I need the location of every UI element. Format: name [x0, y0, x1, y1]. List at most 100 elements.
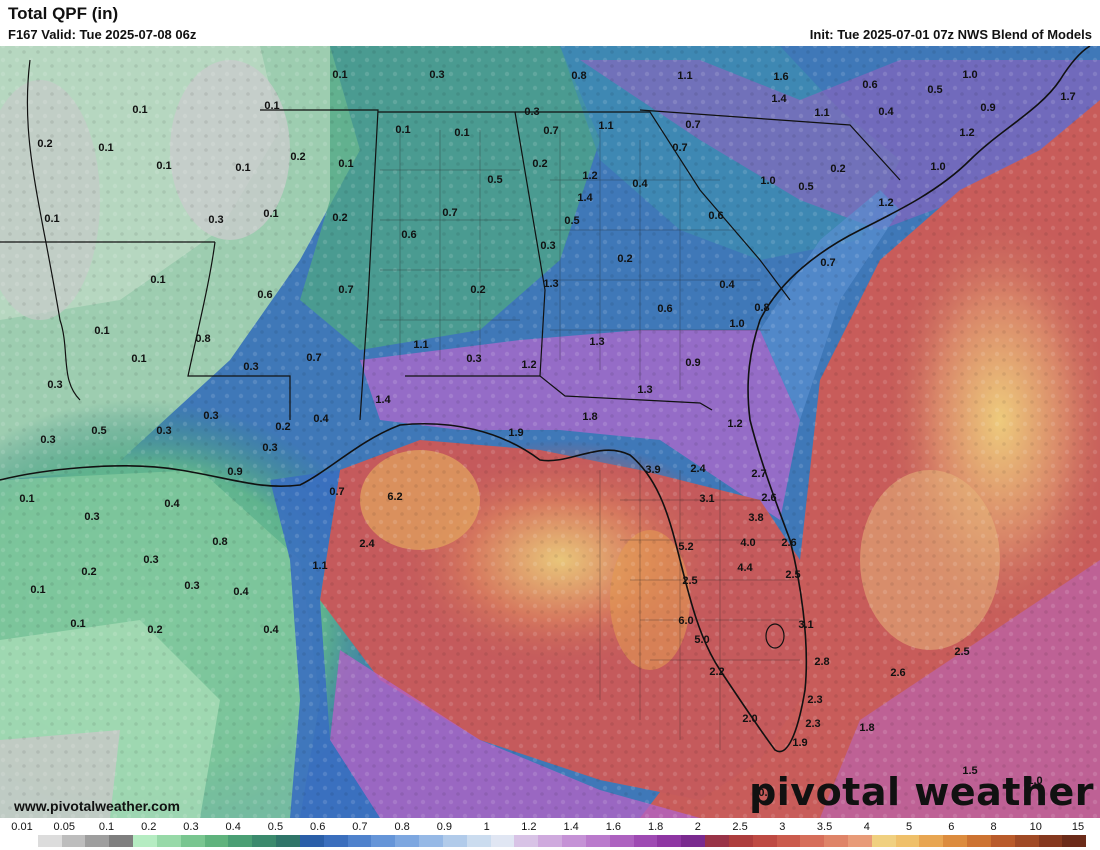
legend-swatch — [347, 835, 372, 847]
qpf-label: 1.2 — [959, 127, 974, 139]
qpf-label: 2.6 — [890, 667, 905, 679]
qpf-label: 0.2 — [332, 212, 347, 224]
qpf-label: 2.3 — [805, 718, 820, 730]
qpf-label: 0.8 — [754, 302, 769, 314]
qpf-label: 0.4 — [719, 279, 735, 291]
legend-color-bar — [14, 835, 1087, 847]
legend-swatch — [156, 835, 181, 847]
qpf-label: 1.3 — [589, 336, 604, 348]
qpf-label: 0.1 — [156, 160, 171, 172]
qpf-label: 2.4 — [690, 463, 706, 475]
legend-swatch — [609, 835, 634, 847]
qpf-label: 0.9 — [227, 466, 242, 478]
legend-label: 0.8 — [394, 821, 410, 833]
qpf-label: 1.2 — [582, 170, 597, 182]
legend-label: 10 — [1029, 821, 1042, 833]
qpf-label: 0.8 — [195, 333, 210, 345]
qpf-label: 3.1 — [699, 493, 714, 505]
legend-label: 1.4 — [563, 821, 579, 833]
qpf-label: 0.5 — [487, 174, 502, 186]
qpf-label: 0.8 — [212, 536, 227, 548]
qpf-label: 0.3 — [84, 511, 99, 523]
precipitation-map[interactable]: 0.1 0.3 0.8 1.1 1.6 0.6 1.0 0.1 0.1 1.4 0.5 1.7 0.4 1… — [0, 46, 1100, 818]
qpf-label: 0.3 — [47, 379, 62, 391]
qpf-label: 0.2 — [290, 151, 305, 163]
qpf-label: 1.1 — [677, 70, 692, 82]
qpf-label: 2.6 — [781, 537, 796, 549]
legend-swatch — [490, 835, 515, 847]
qpf-label: 2.3 — [807, 694, 822, 706]
qpf-label: 1.2 — [521, 359, 536, 371]
qpf-label: 1.0 — [930, 161, 945, 173]
qpf-label: 0.2 — [532, 158, 547, 170]
qpf-label: 1.3 — [543, 278, 558, 290]
qpf-label: 1.0 — [760, 175, 775, 187]
qpf-label: 0.1 — [19, 493, 34, 505]
legend-label: 15 — [1071, 821, 1085, 833]
qpf-label: 0.1 — [30, 584, 45, 596]
legend-swatch — [681, 835, 706, 847]
website-url: www.pivotalweather.com — [14, 798, 180, 814]
legend-swatch — [276, 835, 300, 847]
legend-swatch — [228, 835, 253, 847]
qpf-label: 0.1 — [98, 142, 113, 154]
qpf-label: 0.1 — [132, 104, 147, 116]
qpf-label: 3.9 — [645, 464, 660, 476]
legend-swatch — [37, 835, 62, 847]
qpf-label: 1.1 — [598, 120, 613, 132]
legend-swatch — [847, 835, 872, 847]
legend-swatch — [252, 835, 277, 847]
qpf-label: 0.6 — [758, 787, 773, 799]
legend-swatch — [919, 835, 944, 847]
qpf-label: 0.2 — [617, 253, 632, 265]
qpf-label: 1.3 — [637, 384, 652, 396]
qpf-label: 5.0 — [694, 634, 709, 646]
qpf-label: 6.2 — [387, 491, 402, 503]
qpf-label: 0.4 — [164, 498, 180, 510]
valid-time: F167 Valid: Tue 2025-07-08 06z — [8, 27, 197, 42]
legend-swatch — [967, 835, 991, 847]
qpf-label: 0.5 — [927, 84, 942, 96]
qpf-label: 0.1 — [150, 274, 165, 286]
qpf-value-labels: 0.1 0.3 0.8 1.1 1.6 0.6 1.0 0.1 0.1 1.4 0.5 1.7 0.4 1… — [19, 69, 1075, 799]
qpf-label: 0.7 — [543, 125, 558, 137]
qpf-label: 0.4 — [263, 624, 279, 636]
legend-label: 4 — [863, 821, 870, 833]
qpf-label: 2.7 — [751, 468, 766, 480]
legend-label: 0.1 — [98, 821, 115, 833]
legend-swatch — [800, 835, 825, 847]
qpf-label: 0.7 — [306, 352, 321, 364]
qpf-label: 0.3 — [143, 554, 158, 566]
qpf-label: 0.9 — [980, 102, 995, 114]
legend-swatch — [85, 835, 110, 847]
qpf-label: 2.8 — [814, 656, 829, 668]
qpf-label: 4.0 — [740, 537, 755, 549]
legend-label: 2.5 — [732, 821, 748, 833]
qpf-label: 0.7 — [338, 284, 353, 296]
qpf-label: 0.4 — [313, 413, 329, 425]
qpf-label: 1.4 — [375, 394, 391, 406]
legend-swatch — [824, 835, 848, 847]
legend-swatch — [109, 835, 134, 847]
qpf-label: 1.0 — [1027, 775, 1042, 787]
qpf-label: 0.6 — [708, 210, 723, 222]
legend-swatch — [61, 835, 86, 847]
legend-swatch — [895, 835, 920, 847]
legend-swatch — [728, 835, 753, 847]
qpf-label: 2.0 — [742, 713, 757, 725]
qpf-label: 0.4 — [233, 586, 249, 598]
qpf-label: 1.9 — [508, 427, 523, 439]
qpf-label: 0.6 — [657, 303, 672, 315]
legend-swatch — [585, 835, 610, 847]
legend-label: 1.8 — [647, 821, 664, 833]
qpf-label: 1.1 — [312, 560, 327, 572]
qpf-label: 0.1 — [263, 208, 278, 220]
legend-swatch — [705, 835, 729, 847]
qpf-label: 0.1 — [235, 162, 250, 174]
qpf-label: 1.4 — [577, 192, 593, 204]
legend-label: 0.2 — [141, 821, 157, 833]
qpf-label: 0.3 — [540, 240, 555, 252]
qpf-label: 1.5 — [962, 765, 977, 777]
qpf-label: 0.1 — [264, 100, 279, 112]
qpf-label: 0.1 — [44, 213, 59, 225]
